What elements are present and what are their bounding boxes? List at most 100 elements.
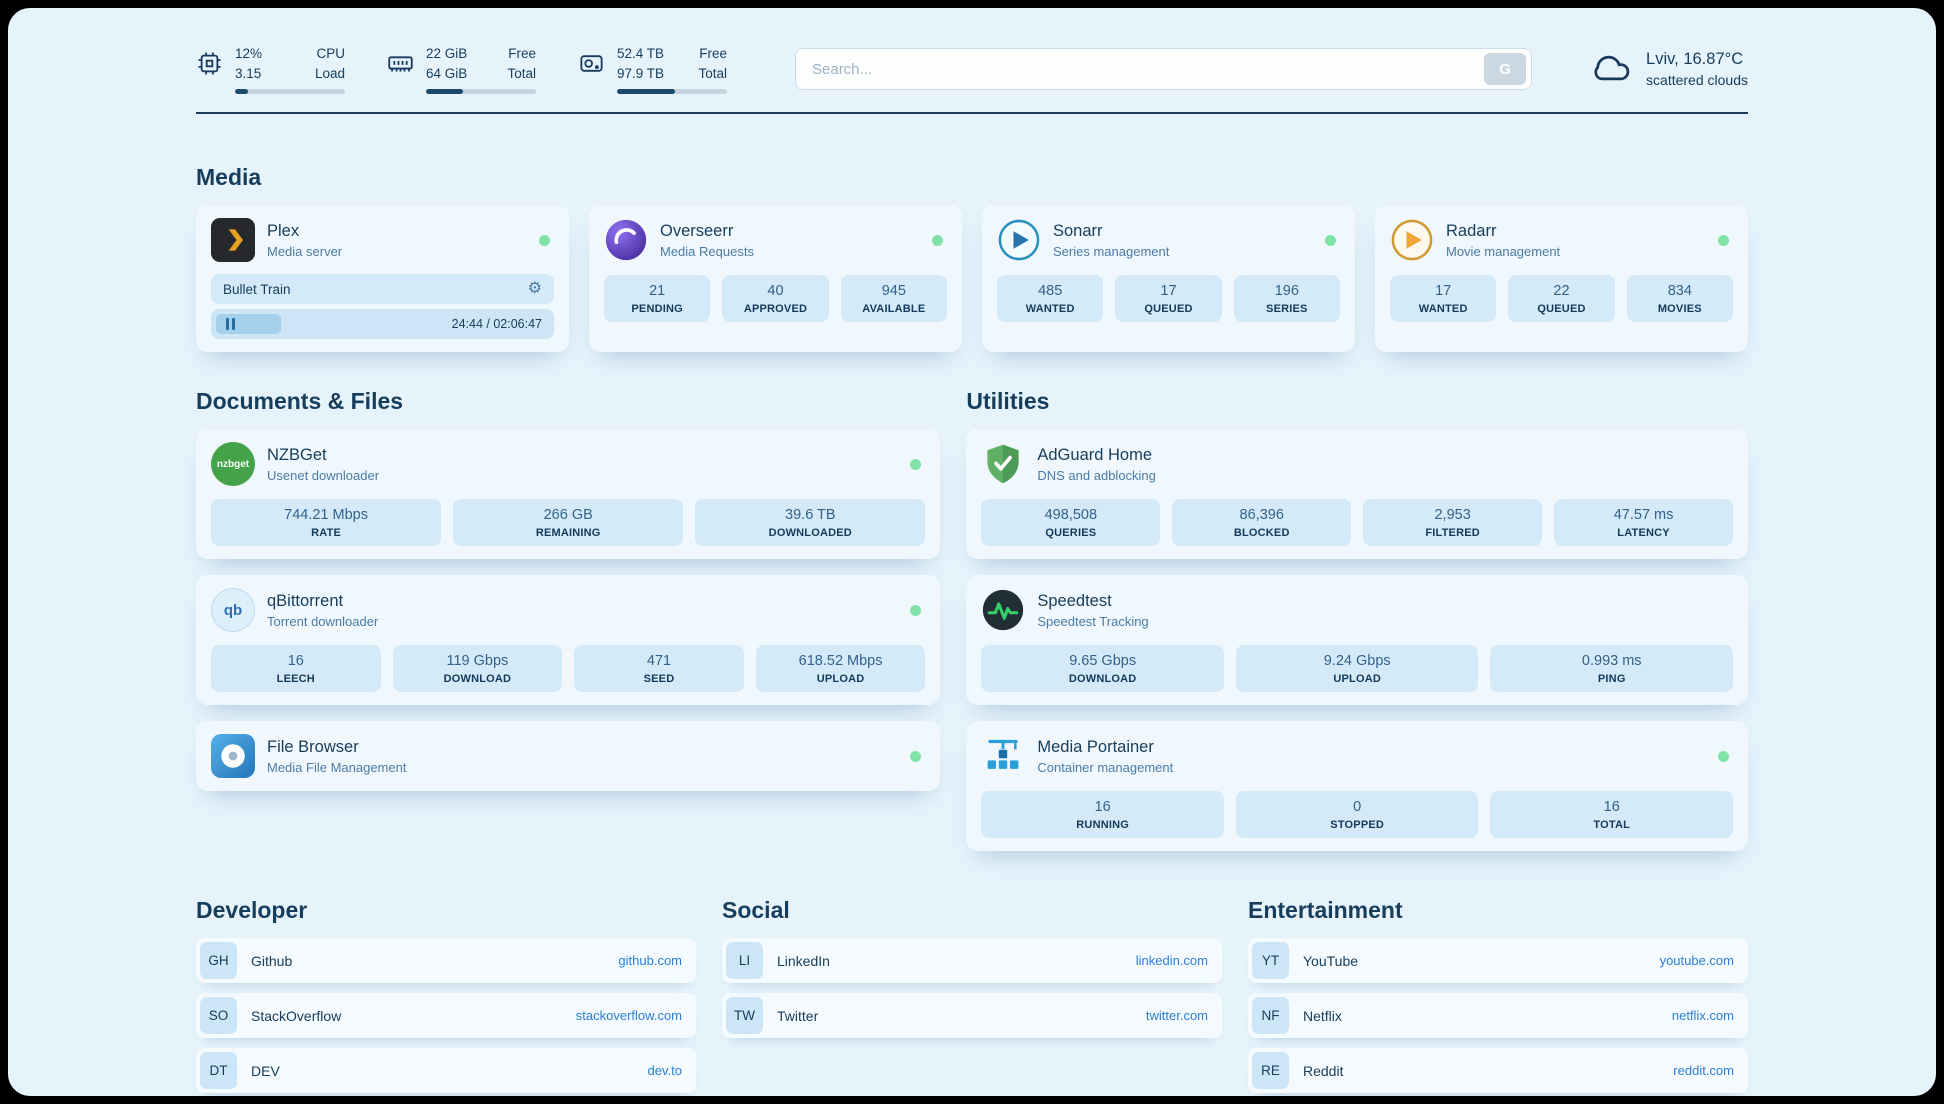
cpu-progress-fill (235, 89, 249, 95)
stat-label: RUNNING (1076, 819, 1130, 832)
utilities-column: Utilities AdGuard Home DNS and adblockin… (966, 388, 1748, 852)
now-playing-title: Bullet Train (223, 281, 291, 297)
bookmark-name: Netflix (1303, 1007, 1342, 1024)
status-online-dot (539, 234, 550, 246)
bookmark-stackoverflow[interactable]: SO StackOverflow stackoverflow.com (196, 993, 696, 1039)
app-subtitle: Media Requests (660, 243, 754, 259)
sonarr-card[interactable]: Sonarr Series management 485 WANTED 17 QUE… (982, 205, 1355, 353)
reddit-icon: RE (1252, 1052, 1289, 1090)
disk-widget: 52.4 TB Free 97.9 TB Total (578, 44, 727, 95)
stat-upload: 9.24 Gbps UPLOAD (1235, 645, 1479, 693)
stat-approved: 40 APPROVED (722, 275, 829, 323)
player-seek-bar[interactable]: 24:44 / 02:06:47 (211, 309, 554, 340)
stat-label: DOWNLOAD (1068, 673, 1137, 686)
stat-label: WANTED (1025, 303, 1075, 316)
adguard-card[interactable]: AdGuard Home DNS and adblocking 498,508 Q… (966, 429, 1748, 560)
bookmark-reddit[interactable]: RE Reddit reddit.com (1248, 1048, 1748, 1094)
stat-value: 39.6 TB (785, 507, 836, 524)
search-input[interactable] (812, 60, 1485, 78)
bookmark-linkedin[interactable]: LI LinkedIn linkedin.com (722, 938, 1222, 984)
app-name: Media Portainer (1037, 737, 1154, 756)
section-title-documents: Documents & Files (196, 388, 404, 415)
weather-condition: scattered clouds (1646, 72, 1748, 89)
qbittorrent-icon: qb (211, 588, 255, 633)
stat-label: SERIES (1266, 303, 1308, 316)
disk-free: 52.4 TB (617, 46, 665, 61)
stat-value: 16 (1603, 799, 1620, 816)
cpu-label-bottom: Load (314, 65, 345, 81)
gear-icon[interactable]: ⚙ (527, 280, 542, 298)
stat-downloaded: 39.6 TB DOWNLOADED (695, 499, 926, 547)
stat-value: 17 (1435, 283, 1452, 300)
stat-blocked: 86,396 BLOCKED (1172, 499, 1352, 547)
app-name: Sonarr (1053, 221, 1103, 240)
section-title-utilities: Utilities (966, 388, 1050, 415)
documents-column: Documents & Files nzbget NZBGet Usenet d… (196, 388, 941, 851)
search-engine-button[interactable]: G (1484, 53, 1527, 86)
stat-label: QUEUED (1537, 303, 1586, 316)
bookmark-dev[interactable]: DT DEV dev.to (196, 1048, 696, 1094)
bookmark-netflix[interactable]: NF Netflix netflix.com (1248, 993, 1748, 1039)
bookmark-youtube[interactable]: YT YouTube youtube.com (1248, 938, 1748, 984)
bookmark-twitter[interactable]: TW Twitter twitter.com (722, 993, 1222, 1039)
stat-value: 945 (881, 283, 906, 300)
stat-value: 618.52 Mbps (798, 653, 883, 670)
ram-progress-bar (426, 89, 536, 95)
ram-progress-fill (426, 89, 464, 95)
stat-label: DOWNLOADED (768, 527, 852, 540)
stat-label: APPROVED (743, 303, 808, 316)
stat-value: 9.65 Gbps (1069, 653, 1137, 670)
stat-queued: 22 QUEUED (1508, 275, 1615, 323)
github-icon: GH (200, 942, 237, 980)
app-subtitle: Torrent downloader (267, 613, 379, 629)
stat-value: 485 (1038, 283, 1063, 300)
weather-location: Lviv, 16.87°C (1646, 50, 1744, 69)
status-online-dot (910, 750, 922, 762)
radarr-card[interactable]: Radarr Movie management 17 WANTED 22 QUEUE… (1375, 205, 1748, 353)
plex-card[interactable]: Plex Media server Bullet Train ⚙ 24:44 /… (196, 205, 569, 353)
portainer-icon (981, 734, 1025, 778)
playback-time: 24:44 / 02:06:47 (451, 317, 542, 332)
bookmarks-social: Social LI LinkedIn linkedin.com TW Twitt… (722, 897, 1222, 1093)
speedtest-card[interactable]: Speedtest Speedtest Tracking 9.65 Gbps DO… (966, 575, 1748, 706)
stat-value: 16 (287, 653, 304, 670)
stat-value: 40 (767, 283, 784, 300)
stat-total: 16 TOTAL (1490, 791, 1734, 839)
stat-series: 196 SERIES (1233, 275, 1340, 323)
overseerr-card[interactable]: Overseerr Media Requests 21 PENDING 40 APP… (589, 205, 962, 353)
qbittorrent-card[interactable]: qb qBittorrent Torrent downloader 16 LEEC… (196, 575, 941, 706)
twitter-icon: TW (726, 997, 763, 1035)
nzbget-card[interactable]: nzbget NZBGet Usenet downloader 744.21 M… (196, 429, 941, 560)
cpu-progress-bar (235, 89, 345, 95)
filebrowser-icon (211, 734, 255, 779)
portainer-card[interactable]: Media Portainer Container management 16 R… (966, 721, 1748, 852)
pause-icon[interactable] (226, 318, 235, 331)
app-name: Speedtest (1037, 591, 1112, 610)
stat-available: 945 AVAILABLE (840, 275, 947, 323)
stat-queued: 17 QUEUED (1115, 275, 1222, 323)
app-name: File Browser (267, 737, 359, 756)
overseerr-icon (604, 218, 648, 262)
cpu-label-top: CPU (316, 46, 345, 61)
stat-label: WANTED (1418, 303, 1468, 316)
stat-label: UPLOAD (816, 673, 865, 686)
disk-progress-fill (617, 89, 676, 95)
stat-wanted: 17 WANTED (1390, 275, 1497, 323)
bookmarks-area: Developer GH Github github.com SO StackO… (196, 897, 1748, 1094)
disk-progress-bar (617, 89, 727, 95)
stat-label: LEECH (276, 673, 315, 686)
stat-value: 9.24 Gbps (1323, 653, 1391, 670)
bookmark-github[interactable]: GH Github github.com (196, 938, 696, 984)
filebrowser-card[interactable]: File Browser Media File Management (196, 721, 941, 792)
header-divider (196, 112, 1748, 115)
stat-label: PING (1597, 673, 1626, 686)
sonarr-icon (997, 218, 1041, 262)
bookmark-name: Reddit (1303, 1062, 1344, 1079)
stat-label: QUERIES (1045, 527, 1097, 540)
weather-widget: Lviv, 16.87°C scattered clouds (1590, 45, 1748, 94)
stat-movies: 834 MOVIES (1626, 275, 1733, 323)
stat-leech: 16 LEECH (211, 645, 381, 693)
disk-label-bottom: Total (698, 65, 727, 81)
bookmark-group-title: Developer (196, 897, 308, 924)
status-online-dot (1718, 234, 1729, 246)
